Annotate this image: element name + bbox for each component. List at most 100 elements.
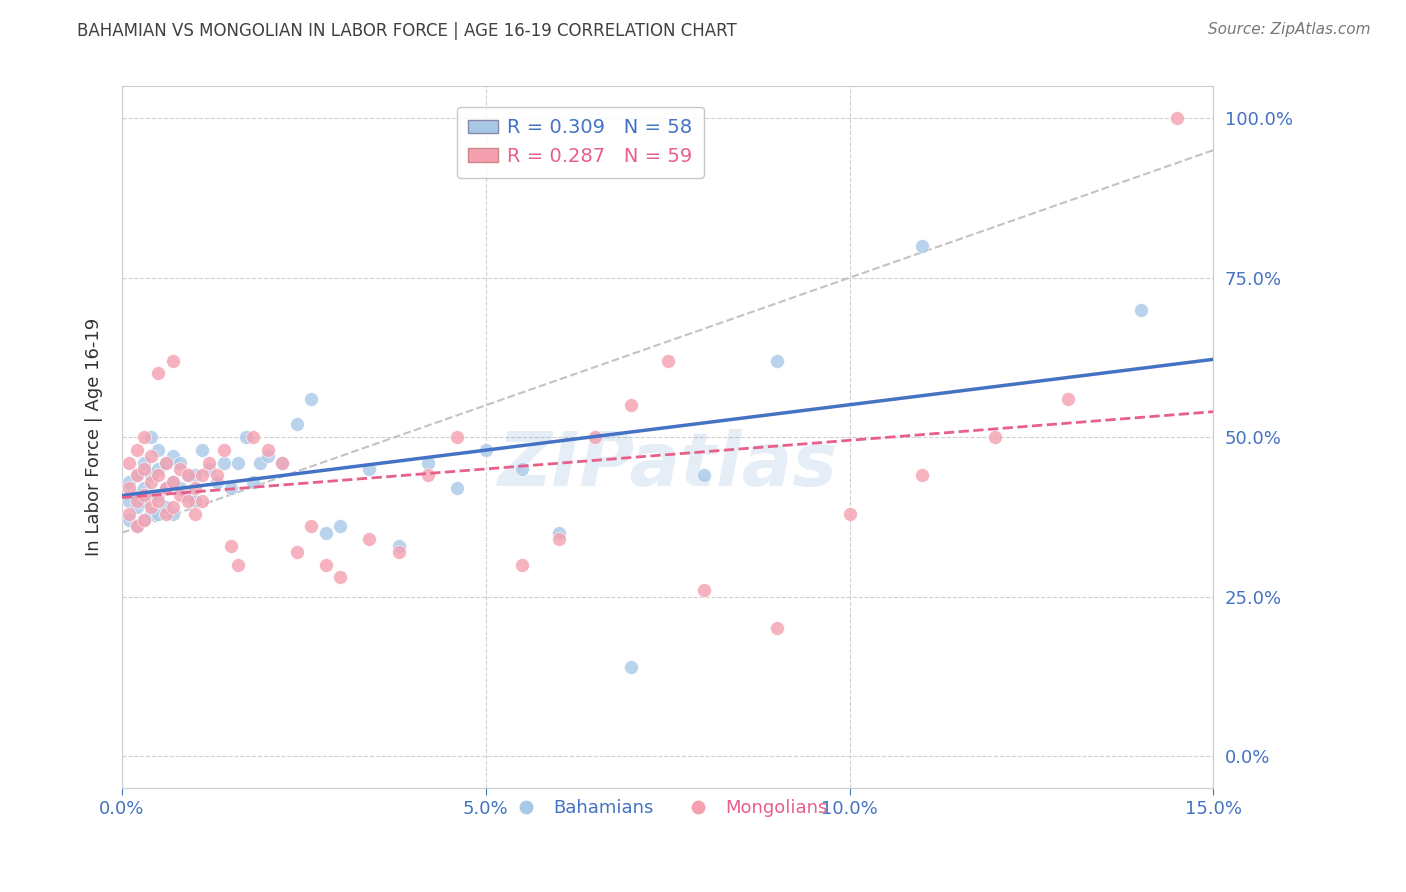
Point [228, 456, 250, 470]
Point [329, 519, 352, 533]
Point [510, 558, 533, 572]
Point [118, 475, 141, 489]
Point [184, 481, 207, 495]
Point [315, 558, 337, 572]
Point [118, 507, 141, 521]
Point [911, 239, 934, 253]
Point [299, 392, 322, 406]
Point [766, 353, 789, 368]
Point [155, 507, 177, 521]
Point [1129, 302, 1152, 317]
Point [315, 525, 337, 540]
Point [285, 545, 308, 559]
Point [299, 519, 322, 533]
Point [446, 430, 468, 444]
Point [125, 494, 148, 508]
Point [256, 442, 278, 457]
Point [766, 622, 789, 636]
Point [141, 500, 163, 515]
Point [1057, 392, 1080, 406]
Point [132, 481, 155, 495]
Point [242, 430, 264, 444]
Point [285, 417, 308, 432]
Point [162, 353, 184, 368]
Point [271, 456, 294, 470]
Point [176, 494, 198, 508]
Point [162, 507, 184, 521]
Point [118, 481, 141, 495]
Point [125, 500, 148, 515]
Point [212, 442, 235, 457]
Point [148, 442, 170, 457]
Point [162, 449, 184, 463]
Point [118, 513, 141, 527]
Point [176, 468, 198, 483]
Point [176, 468, 198, 483]
Point [125, 468, 148, 483]
Point [984, 430, 1007, 444]
Point [118, 456, 141, 470]
Point [191, 468, 214, 483]
Point [184, 468, 207, 483]
Point [162, 475, 184, 489]
Point [228, 558, 250, 572]
Text: Source: ZipAtlas.com: Source: ZipAtlas.com [1208, 22, 1371, 37]
Point [169, 487, 191, 501]
Point [359, 462, 381, 476]
Point [132, 513, 155, 527]
Point [155, 456, 177, 470]
Point [235, 430, 257, 444]
Point [155, 481, 177, 495]
Point [510, 462, 533, 476]
Point [141, 468, 163, 483]
Point [547, 525, 569, 540]
Point [148, 462, 170, 476]
Point [155, 481, 177, 495]
Point [125, 468, 148, 483]
Point [141, 430, 163, 444]
Point [249, 456, 271, 470]
Point [155, 500, 177, 515]
Point [911, 468, 934, 483]
Point [693, 468, 716, 483]
Point [359, 532, 381, 546]
Point [416, 468, 439, 483]
Point [169, 462, 191, 476]
Text: BAHAMIAN VS MONGOLIAN IN LABOR FORCE | AGE 16-19 CORRELATION CHART: BAHAMIAN VS MONGOLIAN IN LABOR FORCE | A… [77, 22, 737, 40]
Point [141, 475, 163, 489]
Point [212, 456, 235, 470]
Point [387, 545, 409, 559]
Point [125, 519, 148, 533]
Point [219, 539, 242, 553]
Point [132, 456, 155, 470]
Point [198, 456, 221, 470]
Point [219, 481, 242, 495]
Point [205, 475, 228, 489]
Text: ZIPatlas: ZIPatlas [498, 429, 838, 501]
Point [198, 462, 221, 476]
Point [148, 487, 170, 501]
Point [184, 507, 207, 521]
Y-axis label: In Labor Force | Age 16-19: In Labor Force | Age 16-19 [86, 318, 103, 557]
Point [132, 430, 155, 444]
Point [141, 507, 163, 521]
Point [155, 456, 177, 470]
Point [125, 487, 148, 501]
Point [141, 449, 163, 463]
Point [1166, 112, 1188, 126]
Point [132, 487, 155, 501]
Point [148, 468, 170, 483]
Point [141, 487, 163, 501]
Point [169, 481, 191, 495]
Point [583, 430, 606, 444]
Point [125, 519, 148, 533]
Point [148, 367, 170, 381]
Point [475, 442, 498, 457]
Point [132, 462, 155, 476]
Point [176, 487, 198, 501]
Point [693, 583, 716, 598]
Point [205, 468, 228, 483]
Point [657, 353, 679, 368]
Point [148, 507, 170, 521]
Point [132, 513, 155, 527]
